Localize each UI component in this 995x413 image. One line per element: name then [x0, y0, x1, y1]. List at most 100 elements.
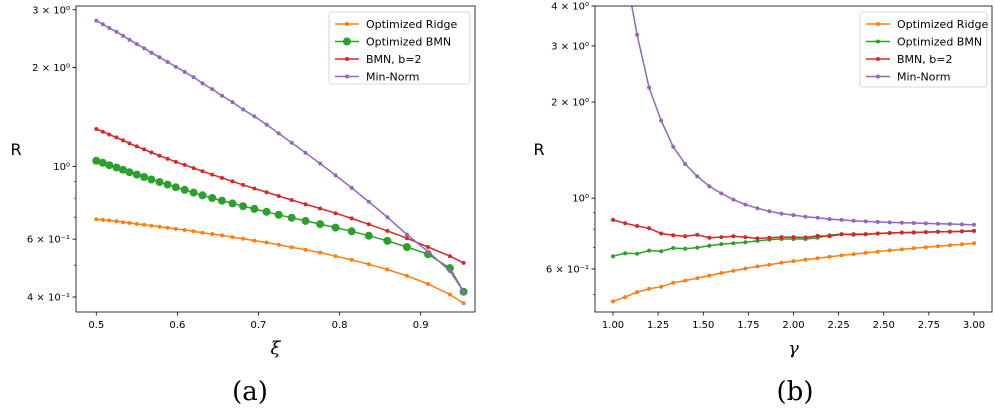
data-point	[839, 217, 844, 222]
data-point	[289, 198, 294, 202]
data-point	[755, 264, 760, 269]
data-point	[671, 246, 676, 250]
axes-frame	[75, 5, 476, 313]
data-point	[911, 221, 916, 225]
data-point	[935, 221, 940, 226]
data-point	[447, 254, 452, 259]
data-point	[887, 220, 892, 225]
data-point	[779, 211, 784, 216]
data-point	[695, 245, 700, 250]
data-point	[426, 282, 430, 286]
data-point	[182, 228, 187, 232]
data-point	[404, 273, 409, 278]
data-point	[241, 107, 246, 112]
series-line-3	[631, 6, 975, 226]
data-point	[127, 221, 132, 225]
data-point	[827, 254, 832, 259]
data-point	[935, 244, 940, 249]
legend-label: Min-Norm	[897, 71, 951, 84]
data-point	[289, 140, 294, 145]
data-point	[623, 221, 628, 226]
data-point	[959, 242, 964, 247]
data-point	[114, 135, 119, 140]
data-point	[121, 220, 125, 225]
legend-swatch-marker	[876, 39, 880, 44]
data-point	[851, 232, 856, 237]
y-tick-label: 3 × 10⁰	[551, 41, 589, 52]
data-point	[147, 175, 156, 184]
data-point	[125, 168, 134, 177]
data-point	[210, 232, 215, 236]
data-point	[635, 32, 640, 37]
data-point	[173, 159, 178, 164]
data-point	[200, 169, 205, 174]
data-point	[731, 268, 736, 273]
data-point	[815, 215, 820, 220]
data-point	[683, 278, 688, 283]
legend-box	[859, 11, 988, 88]
data-point	[875, 219, 880, 224]
data-point	[303, 202, 308, 207]
data-point	[647, 85, 652, 90]
data-point	[851, 252, 856, 257]
data-point	[366, 199, 371, 204]
data-point	[779, 260, 784, 265]
data-point	[683, 234, 688, 239]
data-point	[127, 141, 132, 146]
data-point	[252, 238, 257, 243]
data-point	[647, 248, 652, 253]
legend-label: Optimized Ridge	[366, 18, 457, 31]
data-point	[134, 42, 139, 46]
data-point	[695, 276, 700, 281]
series-line-0	[96, 218, 465, 304]
data-point	[635, 290, 640, 295]
data-point	[923, 245, 928, 250]
data-point	[947, 243, 952, 248]
data-point	[426, 245, 430, 249]
data-point	[276, 131, 281, 136]
data-point	[112, 163, 121, 172]
y-axis-label: R	[533, 140, 544, 159]
data-point	[105, 161, 114, 170]
data-point	[333, 254, 338, 259]
data-point	[827, 234, 832, 239]
data-point	[333, 211, 338, 216]
data-point	[274, 210, 283, 219]
data-point	[404, 232, 409, 237]
data-point	[303, 150, 308, 155]
data-point	[163, 180, 172, 189]
data-point	[220, 175, 224, 180]
legend-label: Min-Norm	[366, 71, 420, 84]
data-point	[659, 118, 664, 123]
data-point	[671, 144, 676, 149]
data-point	[947, 229, 952, 234]
data-point	[839, 232, 844, 237]
data-point	[791, 235, 796, 240]
data-point	[731, 197, 736, 202]
legend-swatch-marker	[876, 22, 880, 26]
data-point	[959, 222, 964, 227]
data-point	[198, 191, 207, 200]
data-point	[230, 235, 235, 240]
y-tick-label: 4 × 10⁰	[551, 2, 589, 13]
data-point	[402, 243, 411, 251]
data-point	[241, 182, 246, 187]
data-point	[149, 50, 154, 55]
data-point	[165, 60, 170, 64]
data-point	[157, 224, 162, 229]
data-point	[218, 196, 226, 205]
chart-panel-a: 0.5 0.6 0.7 0.8 0.9 4 × 10⁻¹ 6 × 10⁻¹ 10⁰ 2 × 10…	[10, 5, 476, 407]
data-point	[119, 165, 127, 174]
data-point	[220, 233, 224, 238]
legend-label: Optimized BMN	[897, 36, 982, 49]
data-point	[635, 251, 640, 256]
data-point	[719, 235, 724, 240]
data-point	[659, 231, 664, 236]
data-point	[208, 194, 217, 202]
data-point	[719, 242, 724, 247]
data-point	[349, 257, 354, 262]
data-point	[803, 235, 808, 240]
data-point	[252, 114, 257, 119]
data-point	[252, 186, 257, 191]
data-point	[385, 228, 390, 233]
